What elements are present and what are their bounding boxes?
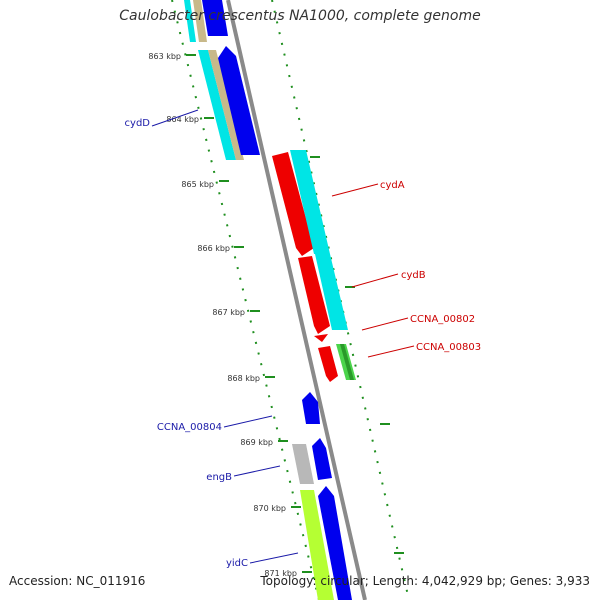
gene-label-CCNA_00803: CCNA_00803 — [416, 342, 481, 353]
map-title: Caulobacter crescentus NA1000, complete … — [119, 8, 481, 24]
gene-block-top-blue — [202, 0, 228, 36]
yidC-forward-cds — [318, 486, 352, 600]
gene-block-top-tan — [193, 0, 207, 42]
genome-summary-text: Topology: circular; Length: 4,042,929 bp… — [260, 574, 590, 588]
engB-forward-cds — [312, 438, 332, 480]
tick-label-863: 863 kbp — [148, 52, 181, 61]
CCNA_00804-forward-cds — [302, 392, 320, 424]
cydA-reverse-cds — [272, 152, 314, 256]
tick-label-871: 871 kbp — [264, 569, 297, 578]
yidC-leader-line — [249, 552, 299, 564]
tick-label-867: 867 kbp — [212, 308, 245, 317]
cydD-leader-line — [151, 109, 199, 127]
CCNA_00803-leader-line — [367, 345, 415, 358]
accession-text: Accession: NC_011916 — [9, 574, 146, 588]
outer-dotted-guide — [171, 0, 320, 600]
genome-backbone — [226, 0, 367, 600]
gene-label-CCNA_00804: CCNA_00804 — [157, 422, 222, 433]
cydB-rna-band — [315, 254, 348, 330]
tick-label-866: 866 kbp — [197, 244, 230, 253]
cydA-leader-line — [331, 183, 379, 197]
tick-label-868: 868 kbp — [227, 374, 260, 383]
cydD-forward-cds — [218, 46, 260, 155]
cydA-rna-band — [290, 150, 330, 254]
yidC-yellowgreen-band — [300, 490, 334, 600]
gene-label-engB: engB — [206, 472, 232, 483]
CCNA_00803-reverse-cds — [318, 346, 338, 382]
gene-block-top-cyan — [184, 0, 196, 42]
gene-label-cydB: cydB — [401, 270, 426, 281]
tick-label-865: 865 kbp — [181, 180, 214, 189]
engB-grey-band — [292, 444, 314, 484]
gene-label-CCNA_00802: CCNA_00802 — [410, 314, 475, 325]
CCNA_00802-leader-line — [361, 317, 409, 331]
CCNA_00803-green-edge — [340, 344, 354, 380]
tick-label-864: 864 kbp — [166, 115, 199, 124]
cydB-leader-line — [351, 273, 399, 288]
tick-label-869: 869 kbp — [240, 438, 273, 447]
CCNA_00802-small-cds — [314, 334, 328, 342]
cydB-reverse-cds — [298, 256, 330, 334]
CCNA_00804-leader-line — [223, 415, 273, 428]
gene-label-cydA: cydA — [380, 180, 405, 191]
gene-label-yidC: yidC — [226, 558, 248, 569]
cydD-tan-band — [208, 50, 244, 160]
cydD-rna-band — [198, 50, 236, 160]
tick-label-870: 870 kbp — [253, 504, 286, 513]
engB-leader-line — [233, 465, 281, 477]
gene-label-cydD: cydD — [125, 118, 151, 129]
